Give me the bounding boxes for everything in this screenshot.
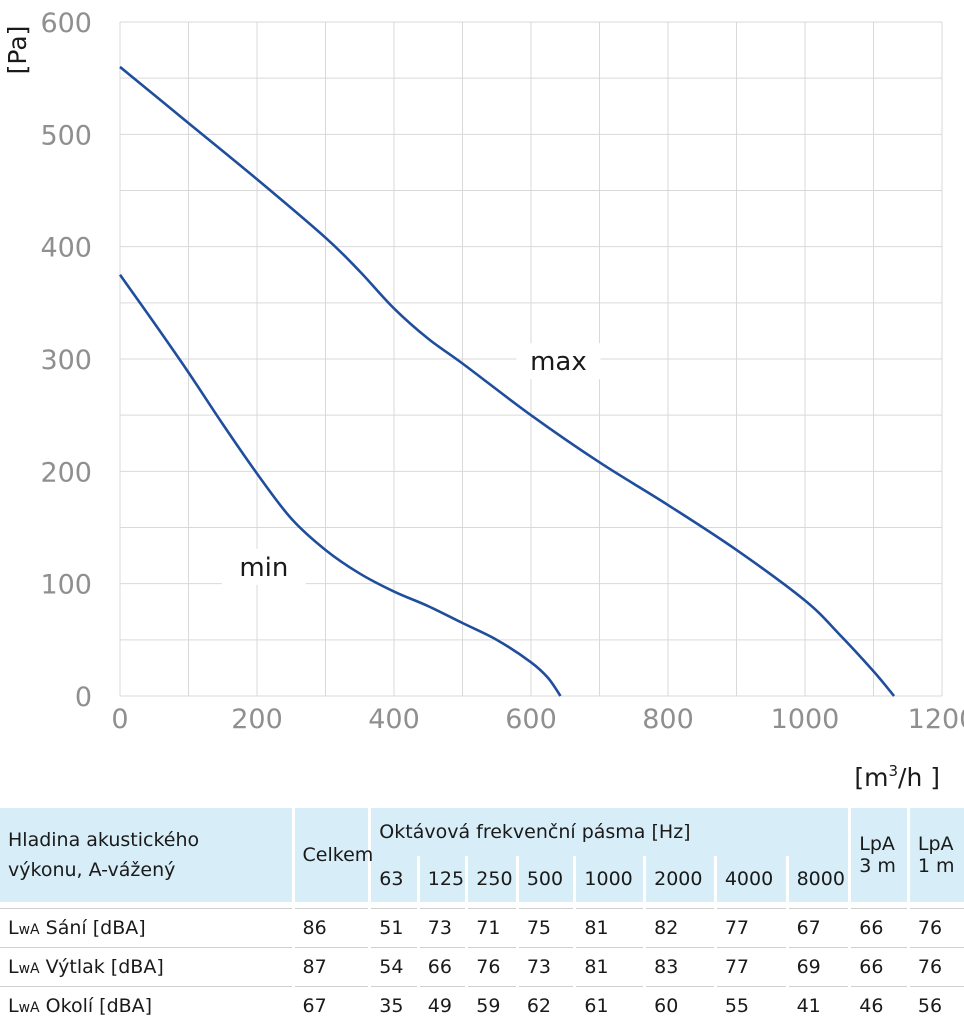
y-tick-label: 300 (40, 345, 92, 376)
x-tick-labels: 0 200 400 600 800 1000 1200 (111, 704, 964, 735)
band-cell: 82 (643, 908, 716, 948)
band-cell: 35 (368, 986, 419, 1025)
total-cell: 67 (291, 986, 370, 1025)
band-cell: 73 (416, 908, 467, 948)
header-lpa-3m: LpA 3 m (848, 808, 909, 902)
series-line-min (118, 273, 562, 697)
y-tick-label: 400 (40, 233, 92, 264)
series-annotation-max: max (530, 347, 587, 377)
grid (119, 21, 943, 697)
lpa-1m-cell: 76 (906, 947, 964, 987)
band-cell: 71 (465, 908, 518, 948)
y-tick-label: 600 (40, 8, 92, 39)
x-tick-label: 600 (505, 704, 557, 735)
band-cell: 41 (785, 986, 850, 1025)
band-header: 250 (465, 856, 518, 902)
x-tick-label: 1000 (771, 704, 840, 735)
acoustic-table: Hladina akustického výkonu, A-vážený Cel… (0, 808, 964, 1025)
band-header: 63 (368, 856, 419, 902)
table-row: LwA Výtlak [dBA] 87 54 66 76 73 81 83 77 69 66 76 (0, 947, 964, 987)
y-tick-labels: 0 100 200 300 400 500 600 (40, 8, 92, 713)
annotation-background (221, 548, 306, 585)
band-header: 8000 (785, 856, 850, 902)
header-bands: Oktávová frekvenční pásma [Hz] (368, 808, 850, 856)
band-cell: 54 (368, 947, 419, 987)
band-header: 2000 (643, 856, 716, 902)
series-lines (118, 65, 896, 697)
band-cell: 83 (643, 947, 716, 987)
header-label: Hladina akustického výkonu, A-vážený (0, 808, 294, 902)
fan-curve-chart: 0 100 200 300 400 500 600 0 200 400 600 800 1000 120… (3, 8, 964, 792)
band-cell: 69 (785, 947, 850, 987)
total-cell: 86 (291, 908, 370, 948)
band-cell: 60 (643, 986, 716, 1025)
lpa-3m-cell: 66 (848, 908, 909, 948)
band-cell: 81 (573, 908, 645, 948)
header-lpa-1m: LpA 1 m (906, 808, 964, 902)
y-tick-label: 100 (40, 570, 92, 601)
band-header: 125 (416, 856, 467, 902)
band-header: 4000 (713, 856, 788, 902)
x-tick-label: 0 (111, 704, 128, 735)
x-tick-label: 800 (642, 704, 694, 735)
band-cell: 76 (465, 947, 518, 987)
x-tick-label: 1200 (908, 704, 964, 735)
annotation-background (516, 343, 601, 380)
series-annotations: max min (221, 343, 601, 585)
y-axis-label: [Pa] (3, 26, 32, 75)
total-cell: 87 (291, 947, 370, 987)
series-annotation-min: min (239, 553, 288, 583)
y-tick-label: 500 (40, 120, 92, 151)
y-tick-label: 0 (75, 682, 92, 713)
table-row: LwA Okolí [dBA] 67 35 49 59 62 61 60 55 41 46 56 (0, 986, 964, 1025)
band-cell: 77 (713, 908, 788, 948)
lpa-1m-cell: 76 (906, 908, 964, 948)
row-label: LwA Výtlak [dBA] (0, 947, 294, 987)
band-cell: 73 (515, 947, 575, 987)
lpa-3m-cell: 46 (848, 986, 909, 1025)
band-header: 500 (515, 856, 575, 902)
row-label: LwA Sání [dBA] (0, 908, 294, 948)
band-cell: 49 (416, 986, 467, 1025)
x-axis-label: [m3/h ] (854, 762, 940, 792)
series-line-max (119, 65, 896, 697)
band-cell: 75 (515, 908, 575, 948)
band-cell: 55 (713, 986, 788, 1025)
band-cell: 66 (416, 947, 467, 987)
row-label: LwA Okolí [dBA] (0, 986, 294, 1025)
x-tick-label: 200 (231, 704, 283, 735)
band-cell: 67 (785, 908, 850, 948)
x-tick-label: 400 (368, 704, 420, 735)
band-cell: 61 (573, 986, 645, 1025)
header-total: Celkem (291, 808, 373, 902)
band-cell: 81 (573, 947, 645, 987)
band-cell: 77 (713, 947, 788, 987)
band-cell: 59 (465, 986, 518, 1025)
band-cell: 62 (515, 986, 575, 1025)
lpa-3m-cell: 66 (848, 947, 909, 987)
lpa-1m-cell: 56 (906, 986, 964, 1025)
band-header: 1000 (573, 856, 645, 902)
table-row: LwA Sání [dBA] 86 51 73 71 75 81 82 77 67 66 76 (0, 908, 964, 948)
y-tick-label: 200 (40, 457, 92, 488)
band-cell: 51 (368, 908, 419, 948)
